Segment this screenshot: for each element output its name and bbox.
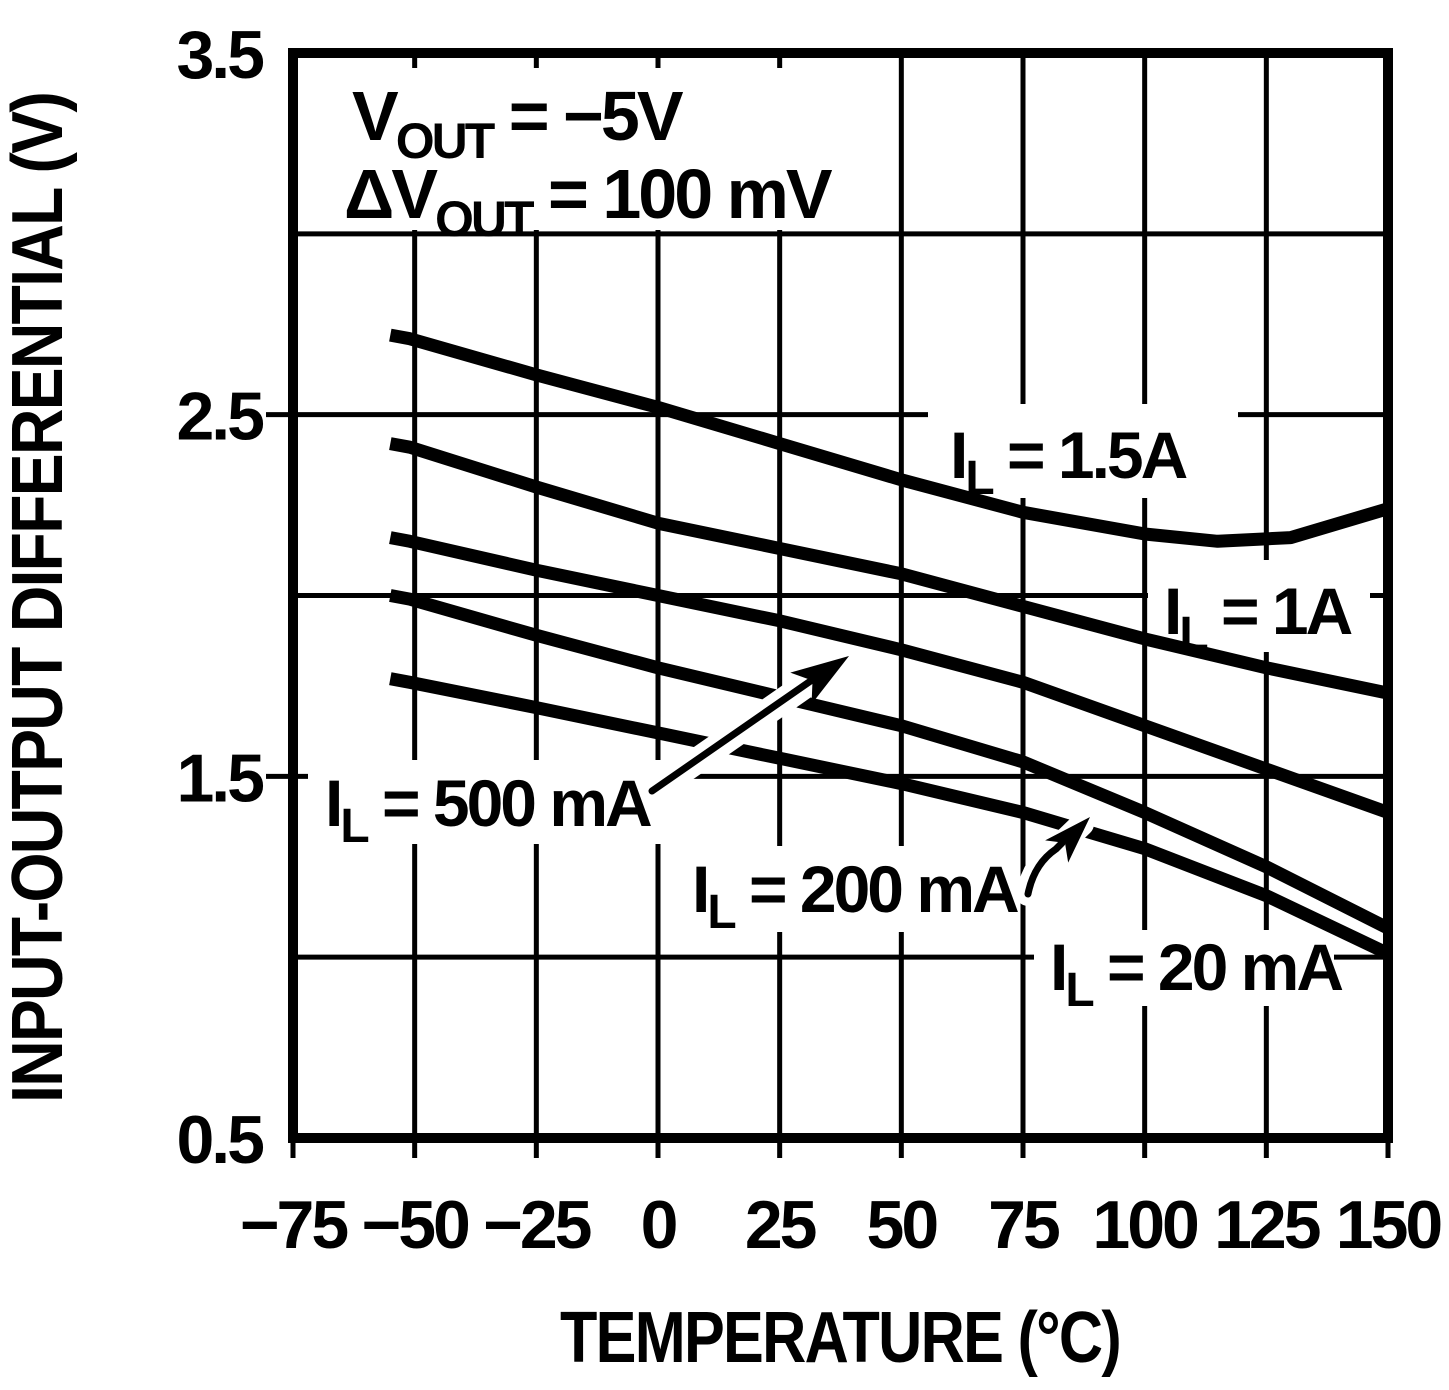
curve-il-200ma (389, 589, 1391, 935)
curve-il-500ma (389, 531, 1391, 819)
label-halo-20ma (1034, 930, 1334, 1006)
x-tick-label: −75 (240, 1187, 348, 1263)
y-axis-tick-labels: 3.5 2.5 1.5 0.5 (176, 17, 266, 1178)
x-tick-label: −25 (483, 1187, 591, 1263)
curve-label-1p5a: IL = 1.5A (950, 418, 1187, 505)
y-tick-label: 3.5 (176, 17, 263, 93)
x-tick-label: 25 (745, 1187, 816, 1263)
x-tick-label: 100 (1092, 1187, 1198, 1263)
annotation-halo (338, 68, 886, 230)
label-halo-200ma (678, 846, 998, 932)
curve-il-1a (389, 437, 1390, 700)
y-tick-label: 0.5 (176, 1102, 263, 1178)
curve-label-500ma: IL = 500 mA (325, 766, 651, 853)
y-tick-label: 1.5 (176, 740, 263, 816)
arrowhead-icon (1045, 817, 1090, 863)
x-axis-tick-labels: −75 −50 −25 0 25 50 75 100 125 150 (240, 1187, 1445, 1263)
label-halo-1a (1148, 560, 1370, 652)
y-tick-label: 2.5 (176, 379, 263, 455)
x-tick-label: 150 (1336, 1187, 1442, 1263)
arrow-500ma (639, 651, 849, 805)
annotation-delta-vout: ΔVOUT = 100 mV (344, 155, 833, 247)
x-tick-label: 125 (1214, 1187, 1320, 1263)
curve-label-1a: IL = 1A (1164, 574, 1352, 661)
x-tick-label: −50 (361, 1187, 469, 1263)
curve-label-200ma: IL = 200 mA (692, 852, 1018, 939)
x-tick-label: 0 (641, 1187, 677, 1263)
curve-il-1p5a (389, 328, 1390, 548)
label-halo-1p5a (928, 404, 1238, 498)
curve-label-20ma: IL = 20 mA (1050, 930, 1342, 1017)
plot-border (288, 48, 1393, 1143)
arrowhead-icon (790, 656, 849, 705)
arrow-200ma (1016, 812, 1094, 906)
annotation-vout: VOUT = −5V (352, 77, 684, 169)
curve-il-20ma (389, 672, 1391, 960)
x-axis-title: TEMPERATURE (°C) (560, 1298, 1120, 1378)
x-tick-label: 75 (988, 1187, 1059, 1263)
x-tick-label: 50 (867, 1187, 938, 1263)
label-halo-500ma (308, 760, 688, 844)
y-axis-title: INPUT-OUTPUT DIFFERENTIAL (V) (0, 93, 78, 1103)
